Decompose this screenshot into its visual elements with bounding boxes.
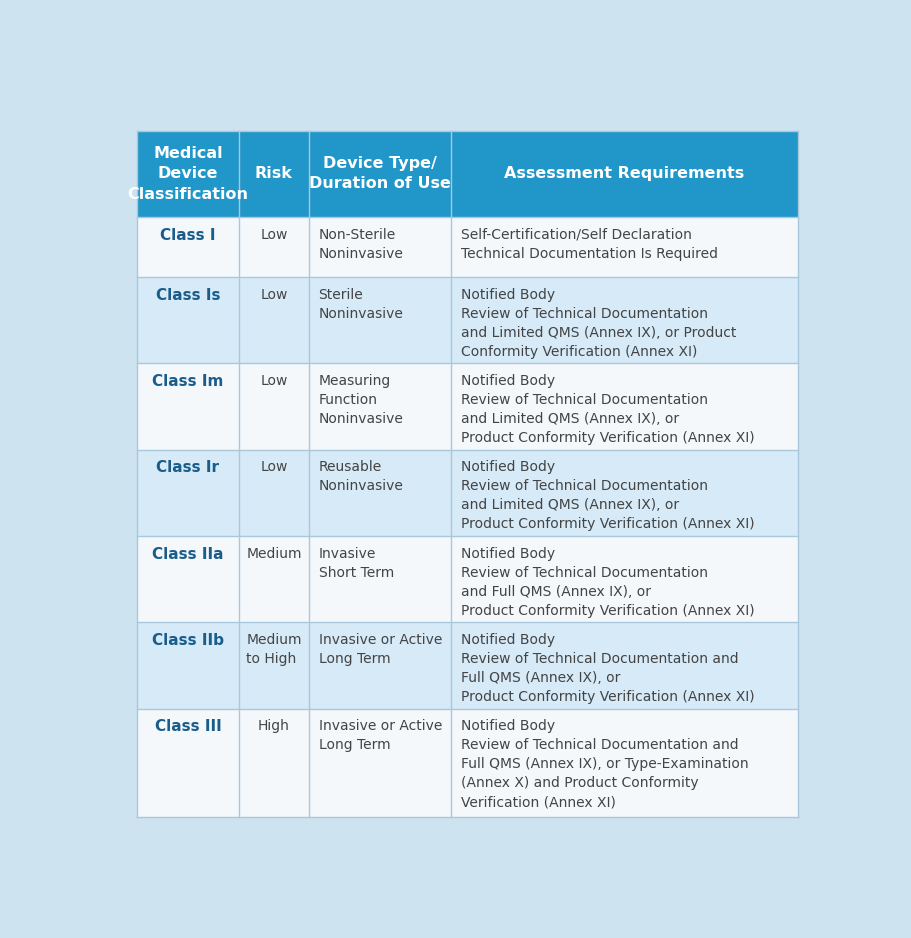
Bar: [308, 708, 450, 817]
Bar: [239, 449, 308, 536]
Text: Class Is: Class Is: [156, 288, 220, 303]
Text: Medium
to High: Medium to High: [246, 633, 302, 666]
Text: Class III: Class III: [154, 719, 221, 734]
Bar: [137, 217, 239, 277]
Text: Low: Low: [260, 228, 287, 242]
Bar: [308, 536, 450, 622]
Bar: [239, 708, 308, 817]
Text: Notified Body
Review of Technical Documentation
and Limited QMS (Annex IX), or
P: Notified Body Review of Technical Docume…: [460, 374, 753, 445]
Bar: [308, 217, 450, 277]
Text: Low: Low: [260, 288, 287, 302]
Text: Self-Certification/Self Declaration
Technical Documentation Is Required: Self-Certification/Self Declaration Tech…: [460, 228, 717, 261]
Bar: [450, 536, 797, 622]
Bar: [239, 277, 308, 363]
Bar: [137, 363, 239, 449]
Text: Measuring
Function
Noninvasive: Measuring Function Noninvasive: [318, 374, 403, 426]
Bar: [450, 622, 797, 708]
Bar: [137, 130, 239, 217]
Text: Notified Body
Review of Technical Documentation
and Full QMS (Annex IX), or
Prod: Notified Body Review of Technical Docume…: [460, 547, 753, 617]
Bar: [450, 708, 797, 817]
Text: Sterile
Noninvasive: Sterile Noninvasive: [318, 288, 403, 321]
Bar: [450, 217, 797, 277]
Text: Invasive or Active
Long Term: Invasive or Active Long Term: [318, 719, 442, 752]
Text: Class I: Class I: [160, 228, 215, 243]
Bar: [450, 449, 797, 536]
Text: Class IIa: Class IIa: [152, 547, 223, 562]
Text: Class Ir: Class Ir: [156, 461, 220, 476]
Text: Notified Body
Review of Technical Documentation
and Limited QMS (Annex IX), or
P: Notified Body Review of Technical Docume…: [460, 461, 753, 531]
Bar: [239, 130, 308, 217]
Text: Medical
Device
Classification: Medical Device Classification: [128, 146, 248, 202]
Bar: [239, 217, 308, 277]
Text: Device Type/
Duration of Use: Device Type/ Duration of Use: [309, 156, 450, 191]
Text: High: High: [258, 719, 290, 734]
Text: Class Im: Class Im: [152, 374, 223, 389]
Bar: [308, 277, 450, 363]
Text: Assessment Requirements: Assessment Requirements: [504, 166, 743, 181]
Text: Reusable
Noninvasive: Reusable Noninvasive: [318, 461, 403, 493]
Bar: [137, 449, 239, 536]
Bar: [308, 622, 450, 708]
Text: Notified Body
Review of Technical Documentation and
Full QMS (Annex IX), or Type: Notified Body Review of Technical Docume…: [460, 719, 748, 809]
Text: Non-Sterile
Noninvasive: Non-Sterile Noninvasive: [318, 228, 403, 261]
Text: Low: Low: [260, 374, 287, 388]
Bar: [137, 536, 239, 622]
Text: Invasive or Active
Long Term: Invasive or Active Long Term: [318, 633, 442, 666]
Text: Class IIb: Class IIb: [152, 633, 223, 648]
Text: Medium: Medium: [246, 547, 302, 561]
Text: Low: Low: [260, 461, 287, 475]
Text: Notified Body
Review of Technical Documentation
and Limited QMS (Annex IX), or P: Notified Body Review of Technical Docume…: [460, 288, 735, 358]
Bar: [137, 708, 239, 817]
Bar: [450, 277, 797, 363]
Bar: [308, 449, 450, 536]
Text: Risk: Risk: [255, 166, 292, 181]
Text: Invasive
Short Term: Invasive Short Term: [318, 547, 394, 580]
Bar: [239, 622, 308, 708]
Bar: [239, 363, 308, 449]
Text: Notified Body
Review of Technical Documentation and
Full QMS (Annex IX), or
Prod: Notified Body Review of Technical Docume…: [460, 633, 753, 704]
Bar: [450, 130, 797, 217]
Bar: [450, 363, 797, 449]
Bar: [137, 622, 239, 708]
Bar: [308, 130, 450, 217]
Bar: [308, 363, 450, 449]
Bar: [239, 536, 308, 622]
Bar: [137, 277, 239, 363]
